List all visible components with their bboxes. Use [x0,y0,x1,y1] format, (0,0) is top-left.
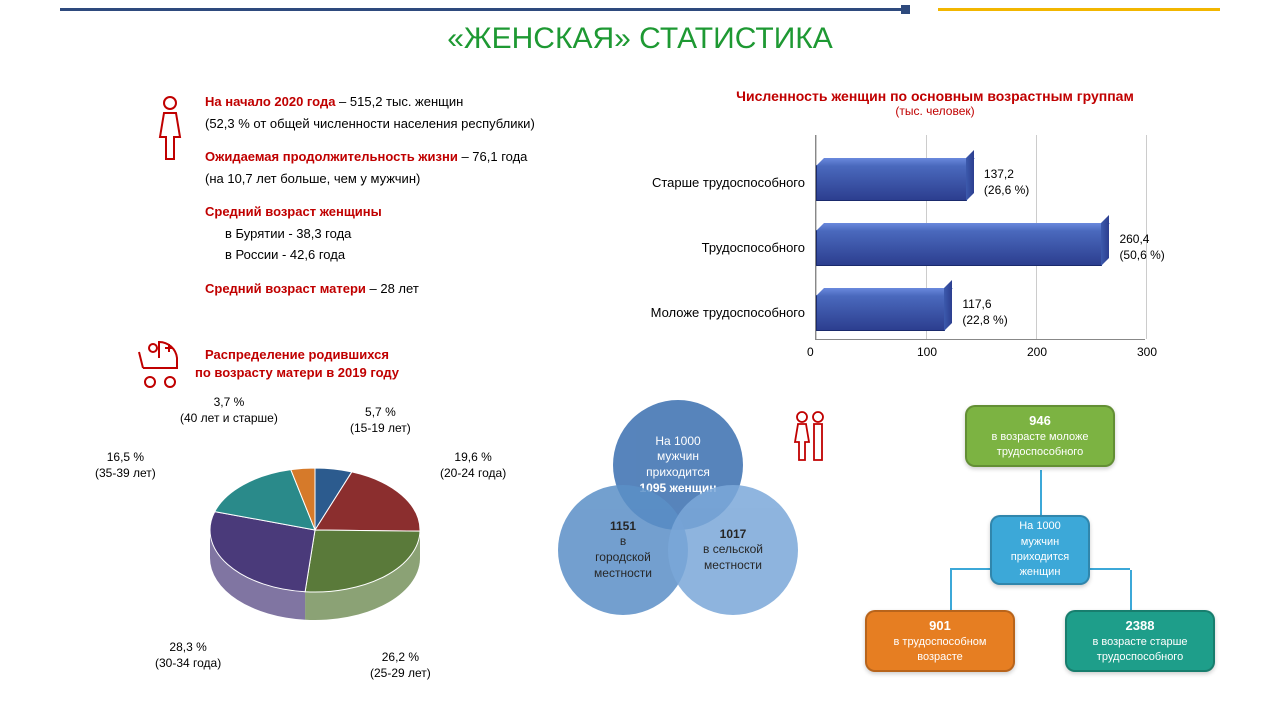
venn-right: 1017в сельскойместности [668,485,798,615]
stroller-icon [135,340,185,390]
top-border [60,8,1220,11]
venn-diagram: На 1000мужчинприходится1095 женщин 1151в… [558,400,798,640]
ratio-diagram: 946в возрасте моложетрудоспособногоНа 10… [850,400,1250,700]
couple-icon [790,410,830,465]
pie-chart: 5,7 %(15-19 лет)19,6 %(20-24 года)26,2 %… [90,395,550,705]
page-title: «ЖЕНСКАЯ» СТАТИСТИКА [0,22,1280,56]
bar-chart: 0100200300Старше трудоспособного137,2(26… [640,135,1200,375]
barchart-subtitle: (тыс. человек) [645,104,1225,118]
barchart-title: Численность женщин по основным возрастны… [645,88,1225,104]
facts-block: На начало 2020 года – 515,2 тыс. женщин … [205,92,535,300]
pie-title: Распределение родившихсяпо возрасту мате… [195,346,399,382]
woman-icon [150,95,190,165]
